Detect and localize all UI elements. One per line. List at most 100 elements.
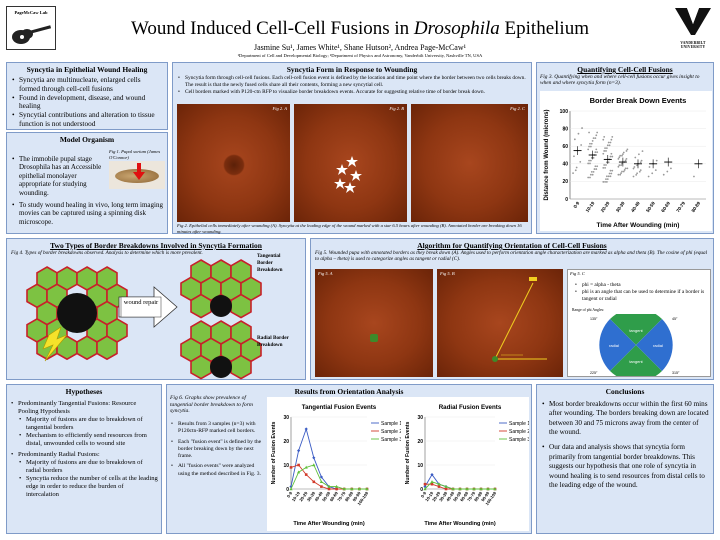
hex-cluster-tangential xyxy=(180,259,262,319)
panel-quantifying: Quantifying Cell-Cell Fusions Fig 3. Qua… xyxy=(536,62,714,234)
data-point xyxy=(423,487,427,491)
bullet-list: phi = alpha - theta phi is an angle that… xyxy=(574,282,708,303)
bullet-list: Predominantly Tangential Fusions: Resour… xyxy=(10,400,158,416)
lightning-icon xyxy=(42,326,68,362)
data-point xyxy=(595,134,598,137)
x-tick-label: 0-9 xyxy=(286,490,294,498)
bullet-list: Syncytia form through cell-cell fusions.… xyxy=(173,74,531,95)
data-point xyxy=(636,172,638,175)
bullet-list: Syncytia are multinucleate, enlarged cel… xyxy=(7,74,167,129)
data-point xyxy=(437,482,441,486)
x-tick-label: 30-39 xyxy=(438,490,449,502)
fig2c-image: Fig 2. C xyxy=(411,104,528,222)
data-point xyxy=(590,156,593,159)
data-point xyxy=(594,151,597,154)
data-point xyxy=(589,173,592,176)
data-point xyxy=(609,141,612,144)
data-point xyxy=(611,169,614,172)
y-tick-label: 20 xyxy=(417,439,423,445)
data-point xyxy=(609,175,612,178)
radial-label: Radial Border Breakdown xyxy=(257,335,289,349)
legend-entry: Sample 1 xyxy=(381,421,401,427)
left-logo-text: PageMcCaw Lab xyxy=(14,10,48,15)
x-tick-label: 90-99 xyxy=(480,490,491,502)
bullet-list: Predominantly Radial Fusions: xyxy=(10,451,158,459)
panel-title: Algorithm for Quantifying Orientation of… xyxy=(417,241,607,250)
data-point xyxy=(588,131,590,134)
data-point xyxy=(611,155,614,158)
fig3-caption: Fig 3. Quantifying when and where cell-c… xyxy=(540,74,700,87)
data-point xyxy=(603,135,606,138)
data-point xyxy=(608,172,611,175)
data-point xyxy=(423,482,427,486)
x-tick-label: 50-59 xyxy=(452,490,463,502)
data-point xyxy=(607,175,610,178)
data-point xyxy=(605,181,608,183)
x-tick-label: 50-59 xyxy=(645,200,656,213)
list-item: Syncytial contributions and alteration t… xyxy=(11,110,163,129)
data-point xyxy=(602,181,605,183)
data-point xyxy=(640,159,643,162)
list-item: To study wound healing in vivo, long ter… xyxy=(11,201,167,226)
data-point xyxy=(357,487,361,491)
data-point xyxy=(335,487,338,491)
data-point xyxy=(320,485,323,488)
bullet-list: Results from 3 samples (n=3) with P120ct… xyxy=(170,421,264,478)
y-tick-label: 30 xyxy=(283,415,289,421)
data-point xyxy=(588,159,590,162)
x-tick-label: 50-59 xyxy=(321,490,332,502)
panel-title: Quantifying Cell-Cell Fusions xyxy=(577,65,673,74)
data-point xyxy=(662,173,665,176)
data-point xyxy=(619,154,622,157)
x-tick-label: 10-19 xyxy=(291,490,302,502)
data-point xyxy=(593,168,596,170)
right-logo-text: VANDERBILT UNIVERSITY xyxy=(680,41,706,49)
list-item: All "fusion events" were analyzed using … xyxy=(170,463,264,478)
data-point xyxy=(575,166,578,169)
x-tick-label: 90-99 xyxy=(351,490,362,502)
list-item: Syncytia are multinucleate, enlarged cel… xyxy=(11,75,163,94)
list-item: Most border breakdowns occur within the … xyxy=(541,400,709,437)
authors: Jasmine Su¹, James White¹, Shane Hutson²… xyxy=(253,43,467,52)
data-point xyxy=(472,487,476,491)
data-point xyxy=(633,166,636,168)
data-point xyxy=(609,169,612,172)
data-point xyxy=(610,172,613,175)
x-tick-label: 70-79 xyxy=(675,200,686,213)
data-point xyxy=(655,159,658,162)
y-tick-label: 40 xyxy=(562,162,568,168)
pie-label-tangent-bottom: tangent xyxy=(629,359,643,364)
poster-title: Wound Induced Cell-Cell Fusions in Droso… xyxy=(131,18,589,39)
y-tick-label: 0 xyxy=(565,197,568,203)
data-point xyxy=(632,175,635,178)
data-point xyxy=(594,165,597,168)
fig6-caption: Fig 6. Graphs show prevalence of tangent… xyxy=(170,395,253,415)
data-point xyxy=(444,484,448,488)
data-point xyxy=(289,485,293,489)
border-breakdown-diagram xyxy=(26,259,262,380)
data-point xyxy=(638,170,641,173)
list-item: The immobile pupal stage Drosophila has … xyxy=(11,155,107,197)
data-point xyxy=(572,172,574,175)
data-point xyxy=(617,173,620,176)
data-point xyxy=(589,159,592,162)
x-tick-label: 20-29 xyxy=(600,200,611,213)
legend-entry: Sample 1 xyxy=(509,421,529,427)
sub-bullet-list: Majority of fusions are due to breakdown… xyxy=(10,459,158,499)
y-tick-label: 10 xyxy=(283,463,289,469)
data-point xyxy=(587,176,590,179)
y-tick-label: 0 xyxy=(286,487,289,493)
list-item: Syncytia reduce the number of cells at t… xyxy=(18,475,158,499)
x-tick-label: 80-89 xyxy=(690,200,701,213)
data-point xyxy=(610,138,613,141)
data-point xyxy=(589,142,591,145)
x-tick-label: 10-19 xyxy=(585,200,596,213)
range-label: Range of phi Angles: xyxy=(572,308,605,312)
chart-title: Radial Fusion Events xyxy=(439,404,502,411)
y-tick-label: 10 xyxy=(417,463,423,469)
data-point xyxy=(620,172,622,175)
data-point xyxy=(587,148,590,151)
list-item: Predominantly Radial Fusions: xyxy=(10,451,158,459)
fig1-caption: Fig 1. Pupal sorium (James O'Connor) xyxy=(109,149,161,160)
data-point xyxy=(602,166,605,169)
